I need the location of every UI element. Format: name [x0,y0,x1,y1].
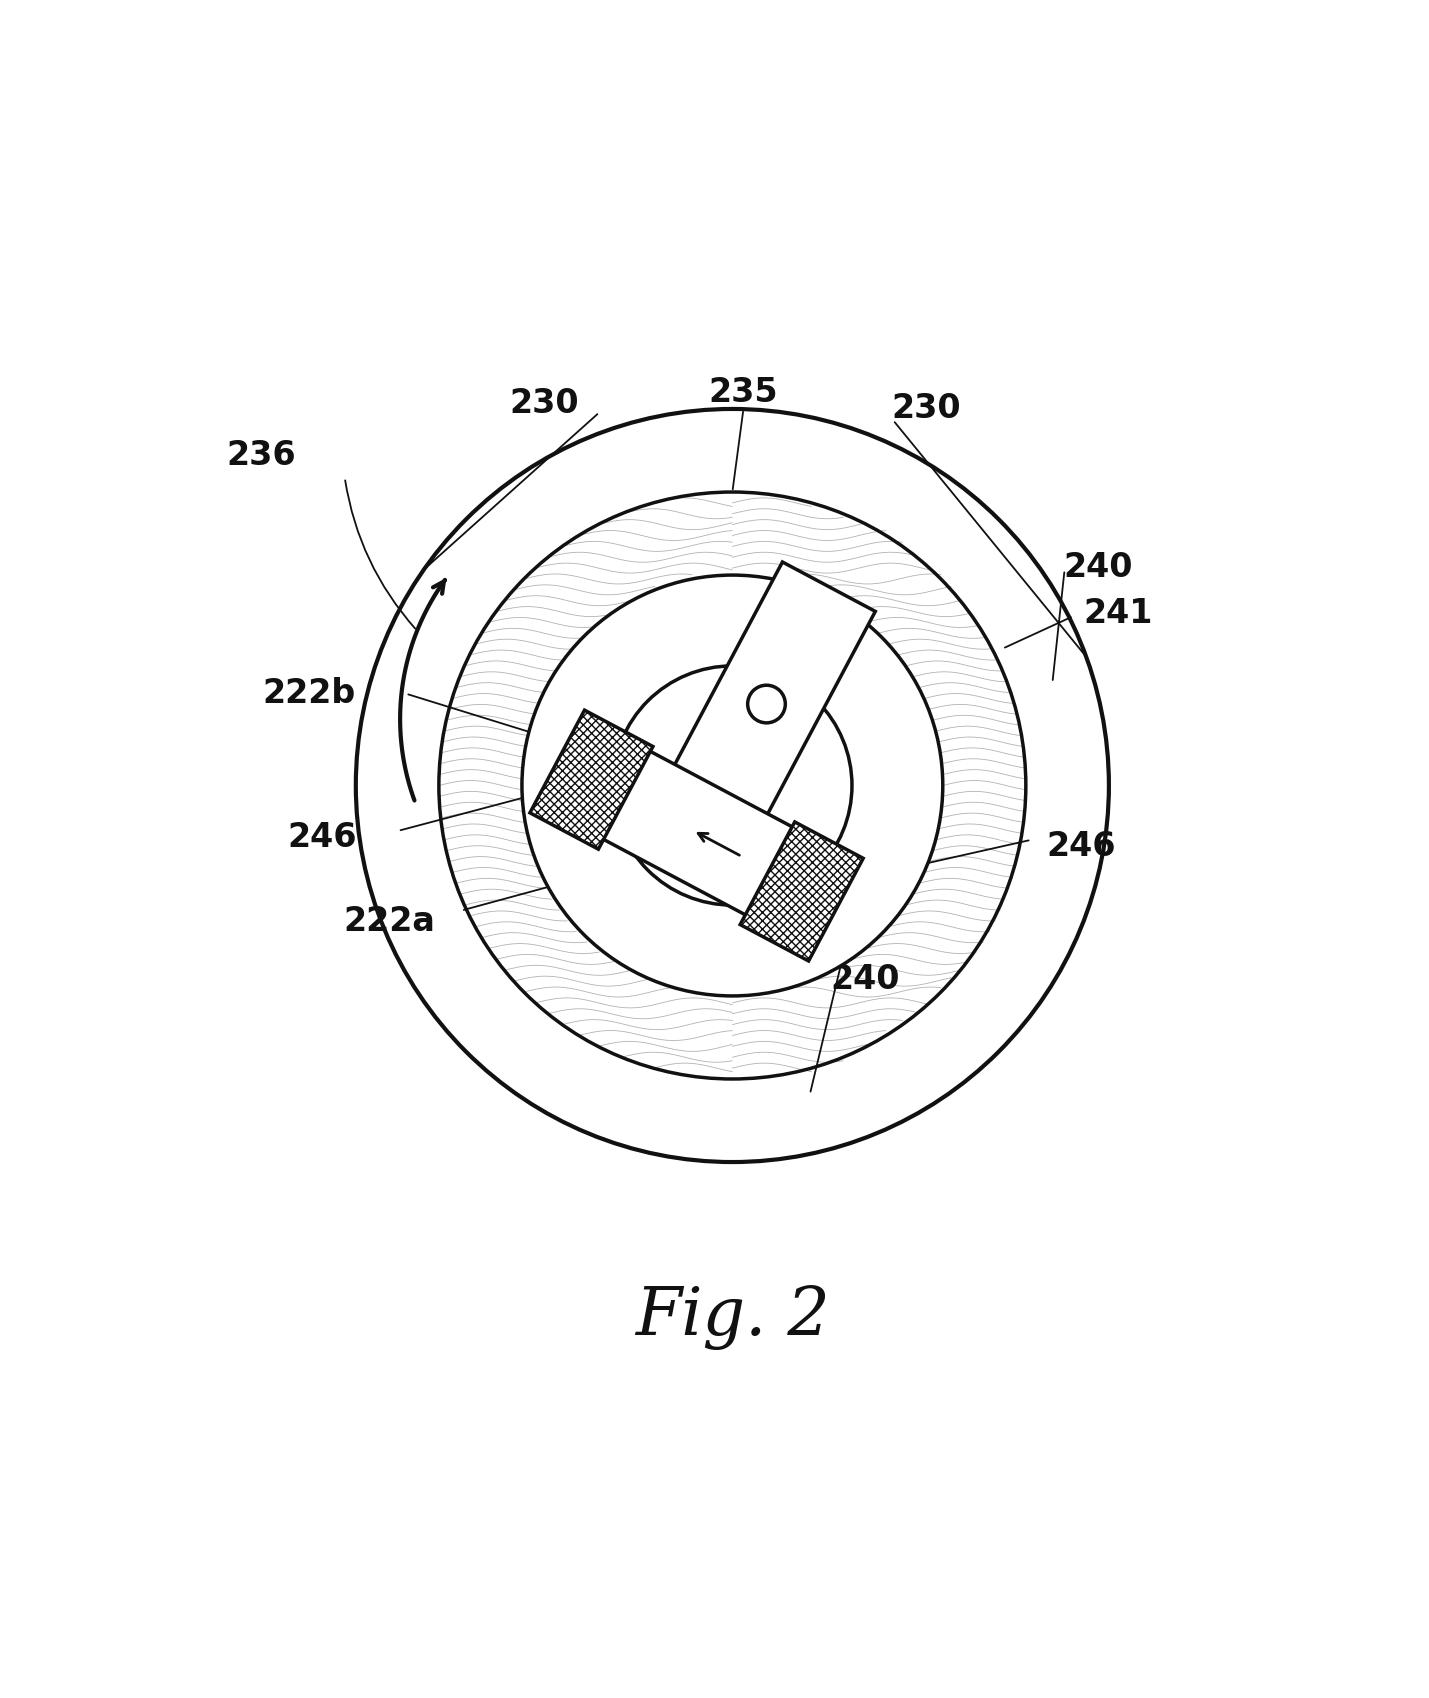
Text: 246: 246 [1046,830,1116,863]
Circle shape [522,576,943,997]
Text: 246: 246 [287,822,357,854]
Circle shape [613,666,852,905]
Polygon shape [670,562,876,822]
Text: 235: 235 [709,375,779,409]
Text: 236: 236 [227,440,296,472]
Text: 240: 240 [1063,550,1133,584]
Text: 240: 240 [830,963,900,995]
Text: 230: 230 [892,392,960,426]
Text: 222a: 222a [343,905,434,939]
Text: 241: 241 [1083,598,1152,630]
Polygon shape [569,734,826,932]
Polygon shape [530,710,653,849]
Text: 230: 230 [509,387,579,419]
Polygon shape [740,822,863,961]
Text: 222b: 222b [263,678,356,710]
Text: Fig. 2: Fig. 2 [634,1284,830,1350]
